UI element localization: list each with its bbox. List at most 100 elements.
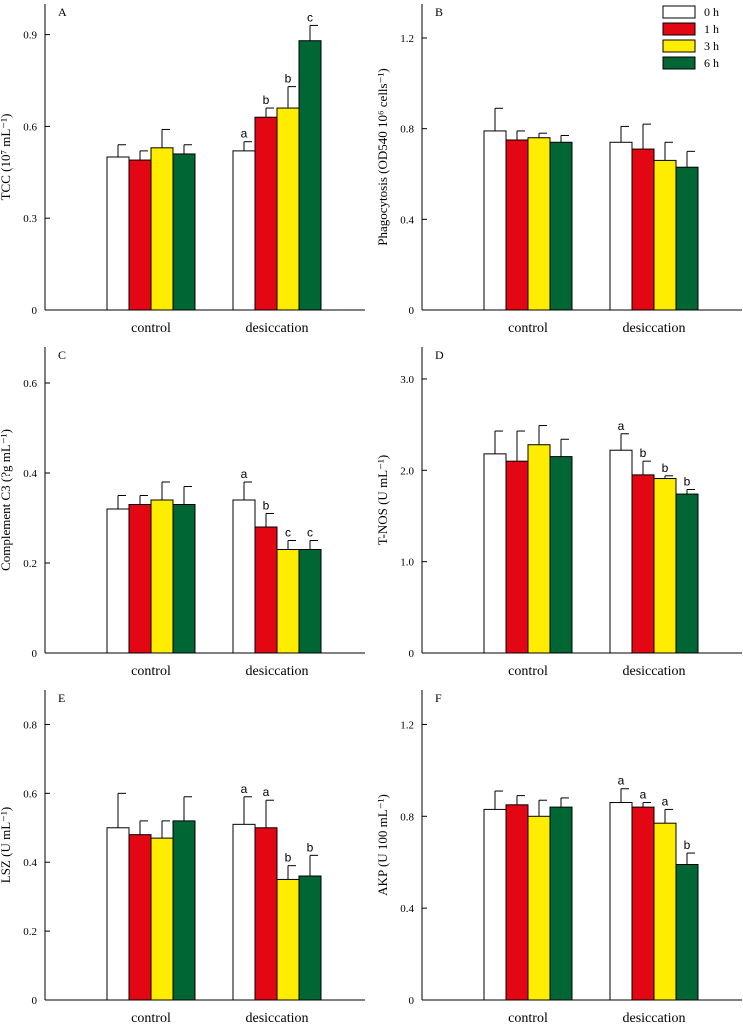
bar [106, 827, 130, 1001]
significance-label: c [307, 526, 313, 540]
panel-letter: F [435, 691, 442, 705]
bar [527, 137, 551, 311]
bar [298, 40, 322, 311]
bar [653, 822, 677, 1001]
bar [631, 474, 655, 654]
bar [609, 449, 633, 654]
bar [276, 878, 300, 1001]
y-tick-label: 0.4 [23, 468, 37, 480]
bar [150, 837, 174, 1001]
panel-letter: B [435, 5, 443, 19]
significance-label: a [241, 782, 248, 796]
significance-label: a [618, 419, 625, 433]
y-tick-label: 0.4 [23, 857, 37, 869]
bar [106, 508, 130, 654]
significance-label: b [307, 840, 314, 854]
bar [172, 820, 196, 1001]
y-tick-label: 0.9 [23, 30, 37, 42]
y-tick-label: 0 [32, 648, 38, 660]
x-category-label: desiccation [246, 664, 309, 679]
x-category-label: desiccation [623, 1011, 686, 1024]
panel-letter: C [58, 348, 66, 362]
y-tick-label: 3.0 [400, 374, 414, 386]
significance-label: b [263, 93, 270, 107]
y-tick-label: 0.8 [400, 811, 414, 823]
significance-label: b [285, 851, 292, 865]
y-tick-label: 0 [409, 995, 415, 1007]
bar [653, 478, 677, 654]
legend-label: 0 h [704, 5, 719, 19]
bar [150, 147, 174, 311]
bar [549, 141, 573, 311]
legend-swatch [662, 5, 696, 19]
y-axis-label: Complement C3 (?g mL⁻¹) [0, 429, 13, 571]
panel-a: 0 0.3 0.6 0.9 A TCC (10⁷ mL⁻¹) control a b b c desi… [0, 4, 365, 336]
y-axis-label: AKP (U 100 mL⁻¹) [375, 794, 390, 896]
bar [172, 153, 196, 311]
legend-swatch [662, 39, 696, 53]
significance-label: b [263, 499, 270, 513]
y-tick-label: 0.6 [23, 378, 37, 390]
x-category-label: control [508, 1011, 548, 1024]
bar [527, 444, 551, 654]
bar [106, 156, 130, 311]
bar [631, 148, 655, 311]
bar [150, 499, 174, 654]
x-category-label: control [131, 321, 171, 336]
x-category-label: control [508, 664, 548, 679]
bar [232, 499, 256, 654]
y-axis-label: Phagocytosis (OD540 10⁶ cells⁻¹) [375, 68, 390, 245]
bar [483, 808, 507, 1001]
y-axis-label: TCC (10⁷ mL⁻¹) [0, 114, 13, 201]
bar [549, 806, 573, 1001]
y-axis-label: LSZ (U mL⁻¹) [0, 807, 13, 883]
legend-label: 6 h [704, 56, 719, 70]
bar [609, 141, 633, 311]
panels: 0 0.3 0.6 0.9 A TCC (10⁷ mL⁻¹) control a b b c desi… [0, 4, 742, 1024]
significance-label: a [263, 785, 270, 799]
bar [276, 107, 300, 311]
y-tick-label: 0.4 [400, 214, 414, 226]
y-tick-label: 1.0 [400, 557, 414, 569]
significance-label: b [684, 474, 691, 488]
panel-c: 0 0.2 0.4 0.6 C Complement C3 (?g mL⁻¹) contro… [0, 347, 365, 679]
legend-swatch [662, 56, 696, 70]
bar [631, 806, 655, 1001]
x-category-label: desiccation [623, 321, 686, 336]
significance-label: a [241, 467, 248, 481]
significance-label: a [618, 774, 625, 788]
y-tick-label: 0 [409, 648, 415, 660]
y-tick-label: 0 [32, 995, 38, 1007]
x-category-label: control [508, 321, 548, 336]
y-tick-label: 0.6 [23, 788, 37, 800]
y-tick-label: 0.2 [23, 558, 37, 570]
legend-swatch [662, 22, 696, 36]
bar [254, 526, 278, 654]
panel-f: 0 0.4 0.8 1.2 F AKP (U 100 mL⁻¹) control a a a b de… [375, 690, 742, 1024]
panel-d: 0 1.0 2.0 3.0 D T-NOS (U mL⁻¹) control a b b b desi… [375, 347, 742, 679]
y-tick-label: 0.2 [23, 926, 37, 938]
bar [505, 139, 529, 311]
x-category-label: desiccation [623, 664, 686, 679]
bar [675, 493, 699, 654]
bar [505, 804, 529, 1001]
legend-label: 3 h [704, 39, 719, 53]
x-category-label: control [131, 664, 171, 679]
bar [483, 453, 507, 654]
significance-label: a [640, 788, 647, 802]
x-category-label: desiccation [246, 1011, 309, 1024]
y-tick-label: 0.4 [400, 903, 414, 915]
bar [653, 159, 677, 311]
bar [549, 456, 573, 654]
y-tick-label: 2.0 [400, 465, 414, 477]
x-category-label: control [131, 1011, 171, 1024]
bar [254, 116, 278, 311]
bar [505, 460, 529, 654]
bar [128, 159, 152, 311]
y-tick-label: 0.3 [23, 213, 37, 225]
y-tick-label: 0.8 [23, 719, 37, 731]
legend-label: 1 h [704, 22, 719, 36]
significance-label: a [662, 794, 669, 808]
significance-label: b [285, 72, 292, 86]
